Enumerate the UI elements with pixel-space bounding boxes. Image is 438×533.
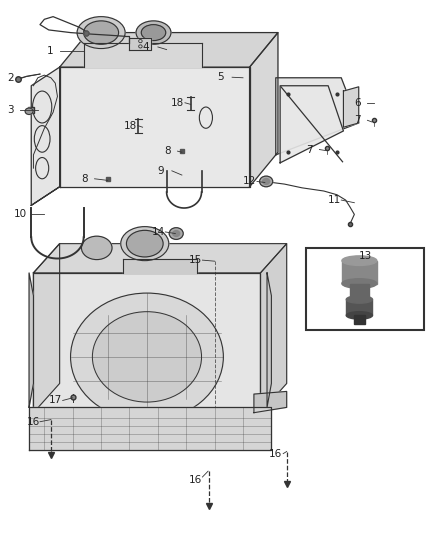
Polygon shape	[342, 261, 377, 284]
Text: 16: 16	[269, 449, 283, 458]
Ellipse shape	[136, 21, 171, 44]
Ellipse shape	[260, 176, 273, 187]
Ellipse shape	[25, 108, 33, 115]
Polygon shape	[267, 273, 272, 407]
Text: 2: 2	[7, 73, 14, 83]
Ellipse shape	[346, 312, 372, 319]
Text: 8: 8	[164, 146, 171, 156]
Polygon shape	[354, 316, 364, 325]
Polygon shape	[261, 244, 287, 413]
Polygon shape	[31, 187, 60, 205]
Ellipse shape	[263, 179, 270, 184]
Polygon shape	[350, 284, 369, 300]
Text: 17: 17	[49, 395, 62, 406]
Text: 3: 3	[7, 104, 14, 115]
Text: 1: 1	[46, 46, 53, 56]
Ellipse shape	[81, 236, 112, 260]
Text: 10: 10	[14, 209, 27, 220]
Text: 16: 16	[27, 417, 40, 427]
Text: 13: 13	[359, 251, 372, 261]
Polygon shape	[123, 259, 197, 273]
Polygon shape	[60, 33, 278, 67]
Text: 18: 18	[124, 120, 137, 131]
Polygon shape	[29, 273, 33, 407]
Text: 16: 16	[188, 475, 201, 485]
Ellipse shape	[127, 230, 163, 257]
Ellipse shape	[84, 21, 119, 44]
Text: 12: 12	[243, 176, 256, 187]
Text: 5: 5	[217, 72, 223, 82]
Text: 8: 8	[81, 174, 88, 184]
Bar	[306, 248, 424, 330]
Ellipse shape	[77, 17, 125, 49]
Ellipse shape	[71, 293, 223, 421]
Polygon shape	[276, 78, 359, 155]
Polygon shape	[130, 38, 151, 50]
Text: 18: 18	[171, 98, 184, 108]
Polygon shape	[84, 43, 201, 67]
Text: 7: 7	[354, 115, 361, 125]
Polygon shape	[60, 67, 250, 187]
Polygon shape	[33, 244, 60, 413]
Text: 9: 9	[158, 166, 165, 176]
Polygon shape	[33, 244, 287, 273]
Ellipse shape	[92, 312, 201, 402]
Polygon shape	[31, 67, 60, 205]
Text: 4: 4	[143, 42, 149, 52]
Ellipse shape	[173, 231, 180, 237]
Text: 11: 11	[328, 195, 341, 205]
Polygon shape	[280, 86, 343, 163]
Text: 6: 6	[354, 98, 361, 108]
Polygon shape	[346, 300, 372, 316]
Ellipse shape	[169, 228, 183, 239]
Ellipse shape	[141, 25, 166, 41]
Text: 15: 15	[188, 255, 201, 265]
Polygon shape	[254, 391, 287, 413]
Ellipse shape	[346, 296, 372, 303]
Text: 7: 7	[306, 144, 313, 155]
Polygon shape	[250, 33, 278, 187]
Polygon shape	[29, 407, 272, 450]
Polygon shape	[343, 87, 359, 127]
Polygon shape	[33, 273, 261, 413]
Ellipse shape	[342, 279, 377, 288]
Ellipse shape	[121, 227, 169, 261]
Ellipse shape	[342, 256, 377, 265]
Text: 14: 14	[151, 227, 165, 237]
